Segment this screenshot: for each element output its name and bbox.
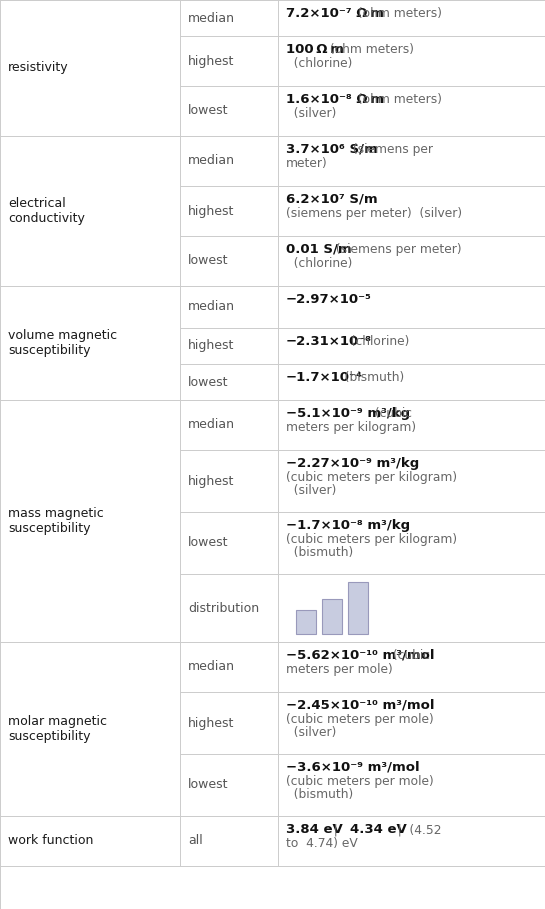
Text: (bismuth): (bismuth) <box>286 546 353 559</box>
Text: |  (4.52: | (4.52 <box>390 823 441 836</box>
Text: meter): meter) <box>286 156 328 169</box>
Text: median: median <box>188 155 235 167</box>
Text: 100 Ω m: 100 Ω m <box>286 43 344 56</box>
Text: median: median <box>188 301 235 314</box>
Text: (siemens per meter)  (silver): (siemens per meter) (silver) <box>286 206 462 219</box>
Text: lowest: lowest <box>188 778 228 792</box>
Text: −5.1×10⁻⁹ m³/kg: −5.1×10⁻⁹ m³/kg <box>286 407 410 420</box>
Text: (chlorine): (chlorine) <box>343 335 409 348</box>
Text: (silver): (silver) <box>286 484 336 497</box>
Text: −1.7×10⁻⁴: −1.7×10⁻⁴ <box>286 371 363 384</box>
Text: (siemens per: (siemens per <box>349 143 433 156</box>
Text: 6.2×10⁷ S/m: 6.2×10⁷ S/m <box>286 193 378 206</box>
Text: meters per kilogram): meters per kilogram) <box>286 421 416 434</box>
Text: (siemens per meter): (siemens per meter) <box>331 243 461 256</box>
Text: volume magnetic
susceptibility: volume magnetic susceptibility <box>8 329 117 357</box>
Text: lowest: lowest <box>188 255 228 267</box>
Text: work function: work function <box>8 834 93 847</box>
Text: (ohm meters): (ohm meters) <box>354 7 443 20</box>
Text: median: median <box>188 661 235 674</box>
Text: −5.62×10⁻¹⁰ m³/mol: −5.62×10⁻¹⁰ m³/mol <box>286 649 434 662</box>
Text: −2.31×10⁻⁸: −2.31×10⁻⁸ <box>286 335 372 348</box>
Text: mass magnetic
susceptibility: mass magnetic susceptibility <box>8 507 104 535</box>
Text: −3.6×10⁻⁹ m³/mol: −3.6×10⁻⁹ m³/mol <box>286 761 420 774</box>
Text: 3.84 eV: 3.84 eV <box>286 823 343 836</box>
Text: (bismuth): (bismuth) <box>337 371 404 384</box>
Text: 3.7×10⁶ S/m: 3.7×10⁶ S/m <box>286 143 378 156</box>
Text: (cubic meters per kilogram): (cubic meters per kilogram) <box>286 471 457 484</box>
Text: highest: highest <box>188 205 234 217</box>
Text: lowest: lowest <box>188 105 228 117</box>
Text: highest: highest <box>188 716 234 730</box>
Bar <box>322 598 342 634</box>
Text: lowest: lowest <box>188 375 228 388</box>
Text: (bismuth): (bismuth) <box>286 788 353 801</box>
Text: highest: highest <box>188 339 234 353</box>
Text: −2.27×10⁻⁹ m³/kg: −2.27×10⁻⁹ m³/kg <box>286 457 419 470</box>
Text: to  4.74) eV: to 4.74) eV <box>286 836 358 850</box>
Text: (silver): (silver) <box>286 726 336 739</box>
Bar <box>348 582 368 634</box>
Text: highest: highest <box>188 474 234 487</box>
Text: (cubic meters per mole): (cubic meters per mole) <box>286 774 434 787</box>
Text: 1.6×10⁻⁸ Ω m: 1.6×10⁻⁸ Ω m <box>286 93 384 106</box>
Text: (cubic: (cubic <box>389 649 429 662</box>
Bar <box>296 610 316 634</box>
Text: meters per mole): meters per mole) <box>286 663 393 675</box>
Text: −1.7×10⁻⁸ m³/kg: −1.7×10⁻⁸ m³/kg <box>286 519 410 532</box>
Text: (cubic: (cubic <box>372 407 413 420</box>
Text: molar magnetic
susceptibility: molar magnetic susceptibility <box>8 715 107 743</box>
Text: all: all <box>188 834 203 847</box>
Text: (ohm meters): (ohm meters) <box>354 93 443 106</box>
Text: −2.97×10⁻⁵: −2.97×10⁻⁵ <box>286 293 372 306</box>
Text: −2.45×10⁻¹⁰ m³/mol: −2.45×10⁻¹⁰ m³/mol <box>286 699 434 712</box>
Text: median: median <box>188 12 235 25</box>
Text: resistivity: resistivity <box>8 62 69 75</box>
Text: 4.34 eV: 4.34 eV <box>350 823 407 836</box>
Text: (cubic meters per kilogram): (cubic meters per kilogram) <box>286 533 457 545</box>
Text: median: median <box>188 418 235 432</box>
Text: (silver): (silver) <box>286 106 336 119</box>
Text: lowest: lowest <box>188 536 228 550</box>
Text: |: | <box>326 823 346 836</box>
Text: (ohm meters): (ohm meters) <box>326 43 414 56</box>
Text: electrical
conductivity: electrical conductivity <box>8 197 85 225</box>
Text: (cubic meters per mole): (cubic meters per mole) <box>286 713 434 725</box>
Text: highest: highest <box>188 55 234 67</box>
Text: (chlorine): (chlorine) <box>286 256 352 269</box>
Text: (chlorine): (chlorine) <box>286 56 352 69</box>
Text: 7.2×10⁻⁷ Ω m: 7.2×10⁻⁷ Ω m <box>286 7 384 20</box>
Text: 0.01 S/m: 0.01 S/m <box>286 243 352 256</box>
Text: distribution: distribution <box>188 602 259 614</box>
